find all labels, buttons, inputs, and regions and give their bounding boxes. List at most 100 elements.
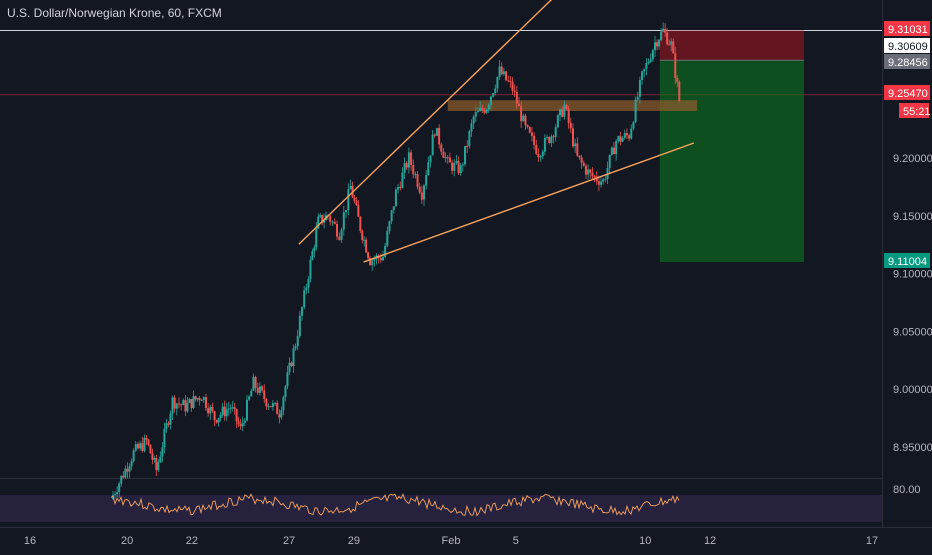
candle-body-33	[180, 404, 183, 406]
candle-body-149	[423, 185, 426, 200]
candle-body-155	[435, 127, 438, 136]
price-label-bg-5	[884, 253, 930, 268]
candle-body-207	[548, 137, 551, 143]
candle-body-140	[403, 163, 406, 173]
candle-body-226	[589, 169, 592, 173]
candle-body-205	[543, 137, 546, 152]
candle-body-253	[647, 61, 650, 64]
candle-body-82	[282, 397, 285, 411]
price-label-3: 9.25470	[888, 88, 928, 100]
x-tick-label-4: 29	[348, 535, 360, 547]
candle-body-263	[668, 44, 671, 46]
candle-body-258	[658, 40, 661, 47]
candle-body-65	[245, 399, 248, 421]
candle-body-228	[593, 176, 596, 178]
candle-body-136	[394, 189, 397, 207]
candle-body-53	[221, 406, 224, 415]
candle-body-248	[636, 96, 639, 100]
candle-body-109	[338, 236, 341, 241]
candle-body-11	[134, 444, 137, 451]
take-profit-zone	[659, 60, 804, 262]
candle-body-264	[670, 41, 673, 45]
candle-body-220	[576, 143, 579, 156]
candle-body-28	[169, 413, 172, 425]
candle-body-54	[223, 406, 226, 417]
candle-body-225	[587, 169, 590, 175]
candle-body-150	[425, 175, 428, 186]
candle-body-237	[613, 147, 616, 155]
candle-body-159	[444, 157, 447, 159]
candle-body-14	[141, 443, 144, 451]
candle-body-40	[194, 396, 197, 400]
candle-body-99	[317, 216, 320, 229]
candle-body-255	[651, 50, 654, 60]
price-label-bg-1	[884, 38, 930, 53]
candle-body-125	[371, 260, 374, 266]
candle-body-93	[305, 287, 308, 291]
candle-body-90	[298, 315, 301, 337]
candle-body-49	[213, 411, 216, 421]
candle-body-235	[608, 154, 611, 169]
candle-body-7	[126, 468, 129, 472]
candle-body-202	[537, 153, 540, 158]
candle-body-160	[446, 157, 449, 159]
candle-body-126	[373, 259, 376, 261]
candle-body-59	[233, 407, 236, 409]
candle-body-111	[342, 212, 345, 230]
candle-body-178	[485, 109, 488, 113]
candle-body-265	[672, 41, 675, 54]
x-tick-label-8: 12	[704, 535, 716, 547]
candle-body-188	[507, 80, 510, 82]
candle-body-15	[143, 437, 146, 451]
candle-body-23	[159, 456, 162, 463]
candle-body-31	[175, 403, 178, 409]
candle-body-124	[369, 258, 372, 266]
chart-title: U.S. Dollar/Norwegian Krone, 60, FXCM	[7, 6, 222, 20]
x-tick-label-5: Feb	[442, 535, 461, 547]
candle-body-185	[500, 66, 503, 75]
candle-body-117	[355, 201, 358, 205]
candle-body-96	[311, 251, 314, 260]
y-tick-label-4: 9.00000	[893, 384, 932, 396]
x-tick-label-2: 22	[186, 535, 198, 547]
x-tick-label-3: 27	[283, 535, 295, 547]
candle-body-177	[483, 110, 486, 113]
candle-body-163	[453, 163, 456, 171]
candle-body-72	[261, 386, 264, 391]
candle-body-204	[541, 151, 544, 157]
candle-body-80	[278, 414, 281, 418]
candle-body-134	[390, 210, 393, 222]
candle-body-183	[496, 76, 499, 89]
candle-body-86	[290, 362, 293, 367]
candle-body-88	[294, 346, 297, 349]
candle-body-118	[357, 204, 360, 217]
price-label-bg-4	[899, 103, 929, 118]
candle-body-51	[217, 417, 220, 423]
candle-body-156	[438, 127, 441, 145]
candle-body-214	[563, 104, 566, 117]
oscillator-tick-label: 80.00	[893, 484, 921, 496]
candle-body-138	[399, 186, 402, 188]
candle-body-241	[621, 137, 624, 142]
candle-body-182	[494, 88, 497, 94]
candle-body-78	[274, 402, 277, 404]
candle-body-66	[248, 396, 251, 400]
candle-body-251	[643, 68, 646, 72]
candle-body-60	[235, 408, 238, 422]
candle-body-206	[546, 137, 549, 139]
x-tick-label-0: 16	[24, 535, 36, 547]
candle-body-145	[414, 174, 417, 176]
candle-body-114	[349, 185, 352, 190]
price-label-bg-2	[884, 54, 930, 69]
candle-body-74	[265, 399, 268, 407]
candle-body-190	[511, 81, 514, 91]
candle-body-22	[157, 462, 160, 471]
candle-body-69	[254, 377, 257, 388]
candle-body-217	[569, 123, 572, 129]
candle-body-161	[448, 157, 451, 163]
candle-body-130	[381, 256, 384, 261]
candle-body-58	[231, 407, 234, 409]
candles	[112, 22, 681, 500]
candle-body-247	[634, 99, 637, 123]
